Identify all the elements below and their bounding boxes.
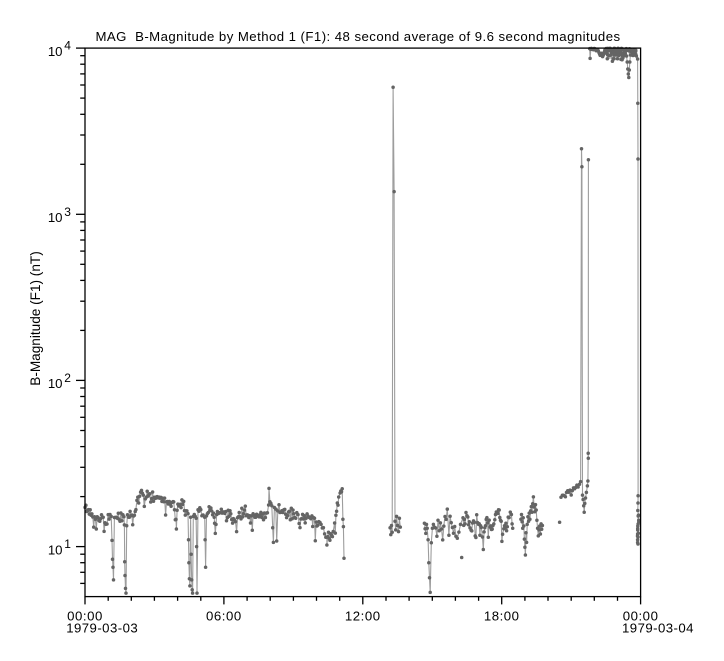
svg-text:1979-03-04: 1979-03-04: [622, 620, 694, 635]
svg-text:10: 10: [48, 542, 63, 557]
svg-text:18:00: 18:00: [484, 609, 520, 624]
svg-text:10: 10: [48, 376, 63, 391]
svg-text:00:00: 00:00: [623, 609, 659, 624]
svg-text:B-Magnitude (F1) (nT): B-Magnitude (F1) (nT): [28, 251, 43, 385]
svg-text:2: 2: [64, 371, 71, 385]
svg-text:12:00: 12:00: [345, 609, 381, 624]
svg-text:1979-03-03: 1979-03-03: [66, 620, 138, 635]
svg-text:00:00: 00:00: [67, 609, 103, 624]
svg-text:4: 4: [64, 39, 71, 53]
svg-text:06:00: 06:00: [206, 609, 242, 624]
svg-text:10: 10: [48, 210, 63, 225]
svg-text:10: 10: [48, 44, 63, 59]
svg-text:1: 1: [64, 537, 71, 551]
svg-text:3: 3: [64, 205, 71, 219]
svg-text:MAG B-Magnitude by Method 1 (: MAG B-Magnitude by Method 1 (F1): 48 sec…: [95, 29, 620, 44]
